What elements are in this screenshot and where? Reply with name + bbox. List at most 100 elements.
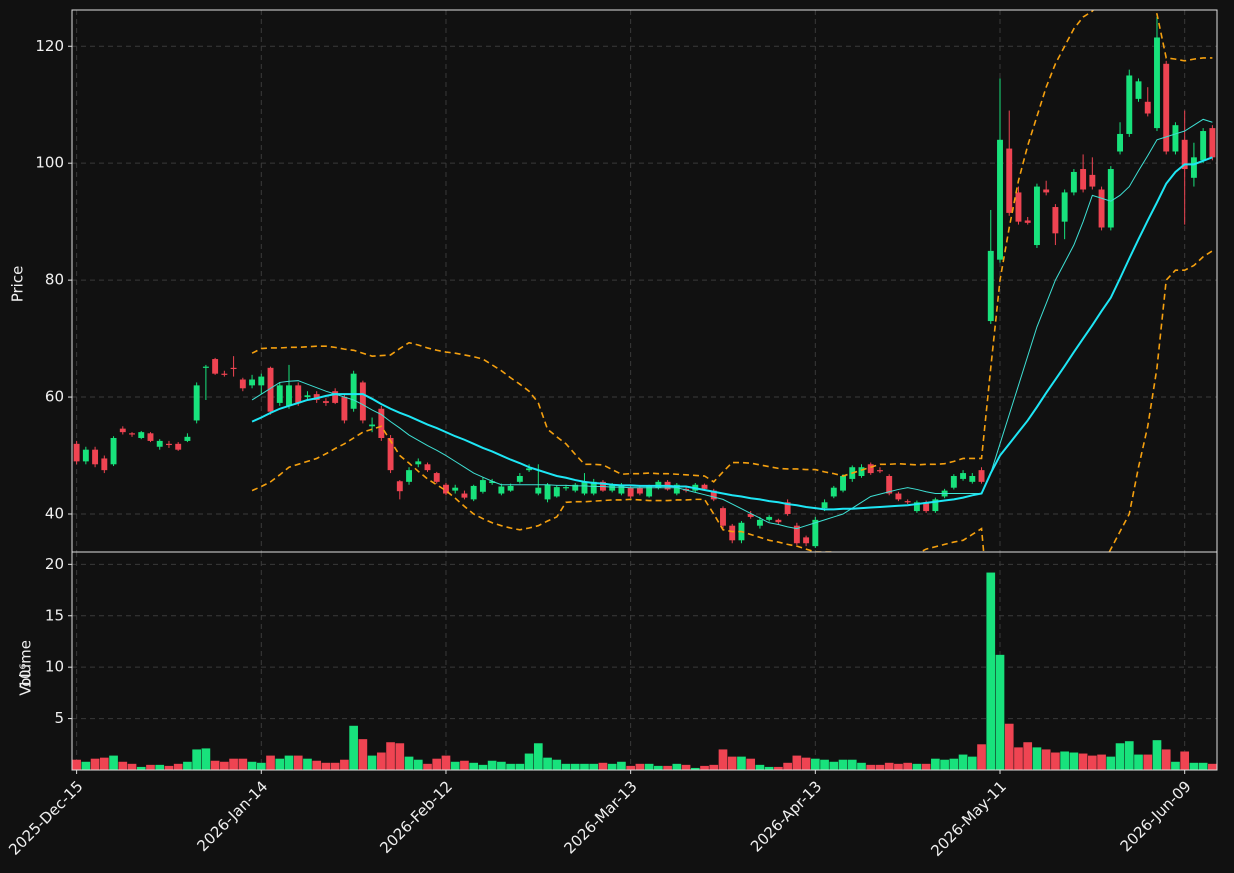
y-tick-label: 40: [45, 504, 64, 522]
candle-body: [913, 502, 920, 512]
candle-body: [710, 490, 717, 500]
volume-bar: [718, 749, 728, 770]
candle-body: [784, 502, 791, 514]
volume-bar: [829, 761, 839, 770]
volume-bar: [432, 758, 442, 770]
candle-body: [184, 436, 191, 441]
candle-body: [1098, 189, 1105, 228]
candle-body: [156, 440, 163, 447]
candle-body: [332, 391, 339, 403]
candle-body: [720, 508, 726, 526]
candle-body: [147, 433, 154, 441]
candle-body: [1070, 171, 1077, 193]
volume-bar: [118, 761, 128, 770]
volume-bar: [681, 764, 691, 770]
volume-bar: [921, 763, 931, 770]
candle-body: [166, 443, 172, 446]
overlay-line: [251, 250, 1213, 552]
volume-bar: [589, 763, 599, 770]
volume-bar: [986, 572, 996, 770]
candle-body: [202, 366, 209, 368]
candle-body: [1089, 174, 1096, 187]
volume-bar: [506, 763, 515, 770]
y-tick-label: 100: [35, 154, 64, 172]
volume-bar: [210, 760, 220, 770]
candle-body: [1126, 75, 1133, 134]
volume-bar: [755, 764, 765, 770]
candle-body: [673, 484, 680, 494]
volume-bar: [598, 762, 608, 770]
y-tick-label: 80: [45, 271, 64, 289]
candle-body: [350, 373, 357, 409]
candle-body: [830, 487, 837, 497]
volume-bar: [173, 763, 183, 770]
volume-bar: [580, 763, 589, 770]
volume-bar: [570, 763, 580, 770]
candle-body: [452, 487, 459, 491]
volume-bar: [340, 759, 349, 770]
candle-body: [1144, 101, 1151, 114]
candle-body: [461, 493, 468, 498]
volume-bar: [644, 763, 654, 770]
candle-body: [138, 432, 145, 438]
candle-body: [803, 537, 810, 544]
volume-bar: [764, 766, 774, 770]
candle-body: [969, 475, 976, 482]
candle-body: [535, 487, 542, 494]
volume-bar: [1004, 723, 1014, 770]
volume-bar: [552, 759, 562, 770]
candle-body: [978, 470, 985, 482]
candle-body: [701, 484, 708, 489]
volume-bar: [958, 754, 968, 770]
volume-bar: [220, 761, 229, 770]
candle-body: [1052, 207, 1059, 234]
volume-bar: [284, 755, 294, 770]
volume-frame: [71, 551, 1218, 771]
volume-bar: [1115, 743, 1125, 770]
candle-body: [1006, 148, 1013, 213]
candle-body: [987, 250, 994, 322]
candle-body: [1200, 131, 1207, 161]
candle-body: [1117, 133, 1123, 152]
candle-body: [119, 428, 126, 433]
candle-body: [646, 486, 653, 497]
candle-body: [82, 449, 89, 462]
candle-body: [858, 467, 865, 476]
volume-bar: [561, 763, 571, 770]
volume-bar: [524, 753, 534, 770]
candle-body: [1172, 125, 1179, 152]
candle-body: [212, 359, 219, 374]
volume-bar: [247, 761, 257, 770]
volume-bar: [72, 759, 81, 770]
volume-axis-label: Volume: [17, 640, 35, 696]
volume-bar: [1023, 742, 1033, 770]
volume-bar: [774, 766, 783, 770]
volume-bar: [1180, 751, 1190, 770]
volume-bar: [256, 762, 266, 770]
candle-body: [923, 502, 930, 512]
candle-body: [1080, 169, 1087, 190]
candle-body: [433, 473, 440, 482]
candle-body: [193, 385, 200, 421]
candle-body: [221, 373, 228, 375]
volume-bar: [1161, 749, 1171, 770]
volume-bar: [607, 763, 617, 770]
candle-body: [239, 379, 246, 389]
candle-body: [489, 481, 496, 484]
volume-bar: [1134, 754, 1143, 770]
volume-bar: [617, 761, 626, 770]
volume-bar: [423, 763, 432, 770]
volume-bar: [349, 725, 358, 770]
volume-bar: [469, 762, 479, 770]
volume-bar: [737, 756, 746, 770]
volume-bar: [127, 763, 137, 770]
volume-bar: [183, 761, 192, 770]
volume-bar: [654, 765, 663, 770]
volume-bar: [155, 764, 165, 770]
volume-bar: [192, 749, 201, 770]
volume-bar: [293, 755, 303, 770]
volume-bar: [136, 766, 146, 770]
overlay-line: [251, 118, 1213, 530]
